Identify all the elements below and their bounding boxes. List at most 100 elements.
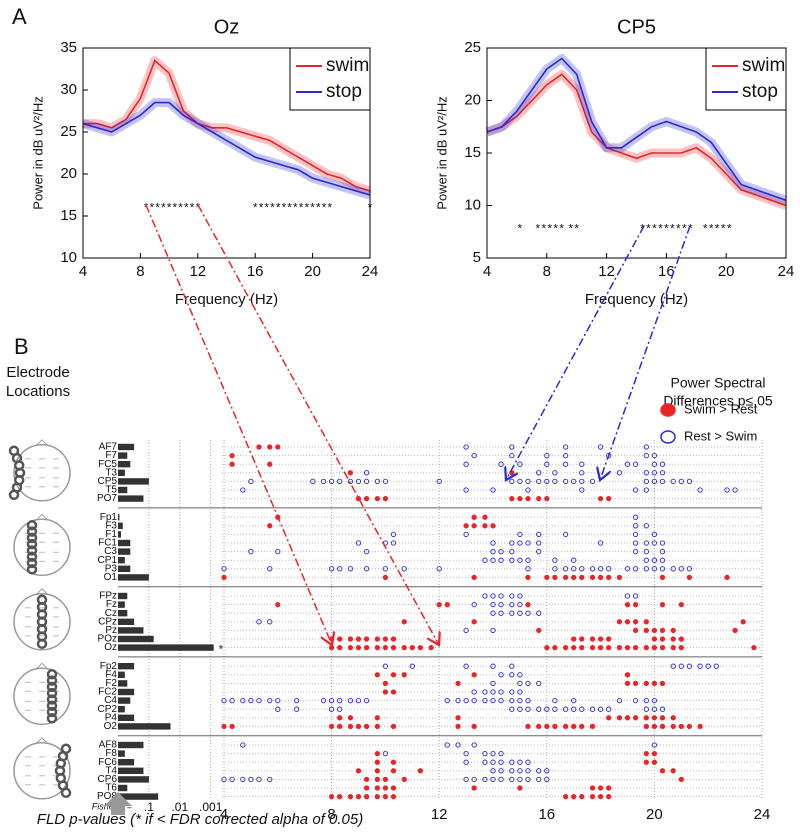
swim-dot bbox=[229, 452, 235, 459]
rest-dot bbox=[482, 750, 488, 757]
swim-dot bbox=[678, 636, 684, 642]
y-tick-label: 15 bbox=[464, 144, 481, 161]
p-bar bbox=[118, 461, 131, 468]
significance-marker: * bbox=[715, 222, 720, 236]
rest-dot bbox=[328, 478, 335, 485]
p-bar bbox=[118, 592, 128, 600]
rest-dot bbox=[490, 540, 496, 546]
rest-dot bbox=[382, 478, 389, 485]
chart-title: CP5 bbox=[617, 16, 656, 38]
series-line bbox=[486, 73, 787, 207]
rest-dot bbox=[525, 706, 531, 712]
significance-marker: * bbox=[568, 222, 573, 236]
rest-dot bbox=[571, 697, 577, 704]
swim-dot bbox=[482, 523, 488, 529]
rest-dot bbox=[616, 697, 623, 704]
rest-dot bbox=[347, 697, 354, 704]
rest-dot bbox=[382, 663, 389, 669]
panel-label: A bbox=[12, 4, 27, 29]
rest-dot bbox=[409, 663, 415, 669]
swim-dot bbox=[643, 619, 649, 625]
p-bar bbox=[118, 759, 135, 766]
rest-dot bbox=[337, 697, 343, 704]
rest-dot bbox=[552, 557, 558, 563]
rest-dot bbox=[562, 478, 569, 485]
y-tick-label: 25 bbox=[60, 123, 77, 140]
rest-dot bbox=[651, 557, 658, 563]
p-bar bbox=[118, 548, 131, 555]
p-bar bbox=[118, 706, 125, 713]
rest-dot bbox=[517, 680, 523, 687]
rest-dot bbox=[490, 663, 496, 669]
significance-marker: * bbox=[559, 222, 564, 236]
swim-dot bbox=[417, 644, 424, 651]
rest-dot bbox=[651, 478, 658, 485]
rest-dot bbox=[320, 697, 327, 704]
head-outline bbox=[13, 444, 71, 502]
swim-dot bbox=[632, 644, 639, 651]
rest-dot bbox=[490, 680, 496, 687]
rest-dot bbox=[643, 452, 649, 459]
electrode-label: F3 bbox=[105, 520, 117, 531]
swim-dot bbox=[544, 574, 550, 581]
rest-dot bbox=[347, 478, 354, 485]
rest-dot bbox=[517, 540, 523, 546]
rest-dot bbox=[363, 566, 370, 572]
rest-dot bbox=[482, 557, 488, 563]
p-bar bbox=[118, 697, 131, 704]
electrode-label: Oz bbox=[104, 642, 117, 653]
rest-dot bbox=[544, 776, 550, 783]
significance-marker: * bbox=[709, 222, 714, 236]
rest-dot bbox=[651, 461, 658, 467]
x-tick-label: 8 bbox=[136, 263, 144, 280]
swim-dot bbox=[482, 514, 488, 520]
swim-dot bbox=[267, 461, 273, 467]
x-tick-label: 4 bbox=[483, 263, 491, 280]
swim-dot bbox=[552, 574, 558, 581]
rest-dot bbox=[455, 742, 461, 748]
electrode-site bbox=[26, 520, 38, 531]
swim-dot bbox=[606, 644, 612, 651]
rest-dot bbox=[659, 557, 666, 563]
swim-dot bbox=[363, 636, 370, 642]
swim-dot bbox=[624, 619, 631, 625]
p-bar bbox=[118, 478, 149, 485]
rest-dot bbox=[463, 487, 469, 493]
swim-dot bbox=[256, 444, 262, 450]
significance-marker: * bbox=[270, 200, 275, 214]
swim-dot bbox=[643, 750, 649, 757]
swim-dot bbox=[229, 723, 235, 730]
rest-dot bbox=[498, 697, 504, 704]
x-tick-label: 12 bbox=[598, 263, 615, 280]
swim-dot bbox=[670, 627, 676, 634]
footnote: FLD p-values (* if < FDR corrected alpha… bbox=[37, 811, 363, 828]
rest-dot bbox=[436, 478, 442, 485]
rest-dot bbox=[597, 444, 604, 450]
significance-marker: * bbox=[664, 222, 669, 236]
p-bar bbox=[118, 557, 125, 564]
rest-dot bbox=[471, 776, 477, 783]
swim-dot bbox=[471, 514, 477, 520]
significance-marker: * bbox=[547, 222, 552, 236]
electrode-site bbox=[26, 551, 38, 562]
significance-marker: * bbox=[574, 222, 579, 236]
swim-dot bbox=[267, 523, 273, 529]
swim-dot bbox=[606, 574, 612, 581]
swim-dot bbox=[579, 644, 585, 651]
legend-title: Power Spectral bbox=[671, 375, 766, 391]
swim-dot bbox=[471, 574, 477, 581]
rest-dot bbox=[579, 566, 585, 572]
rest-dot bbox=[571, 566, 577, 572]
head-nose bbox=[35, 513, 49, 521]
rest-dot bbox=[632, 531, 639, 538]
rest-dot bbox=[240, 742, 246, 748]
swim-dot bbox=[659, 715, 666, 721]
head-nose bbox=[35, 737, 49, 745]
x-tick-label: 12 bbox=[431, 806, 448, 823]
rest-dot bbox=[525, 768, 531, 774]
swim-dot bbox=[632, 601, 639, 608]
swim-dot bbox=[337, 644, 343, 651]
swim-dot bbox=[606, 636, 612, 642]
head-diagram bbox=[13, 588, 71, 651]
swim-dot bbox=[678, 601, 684, 608]
